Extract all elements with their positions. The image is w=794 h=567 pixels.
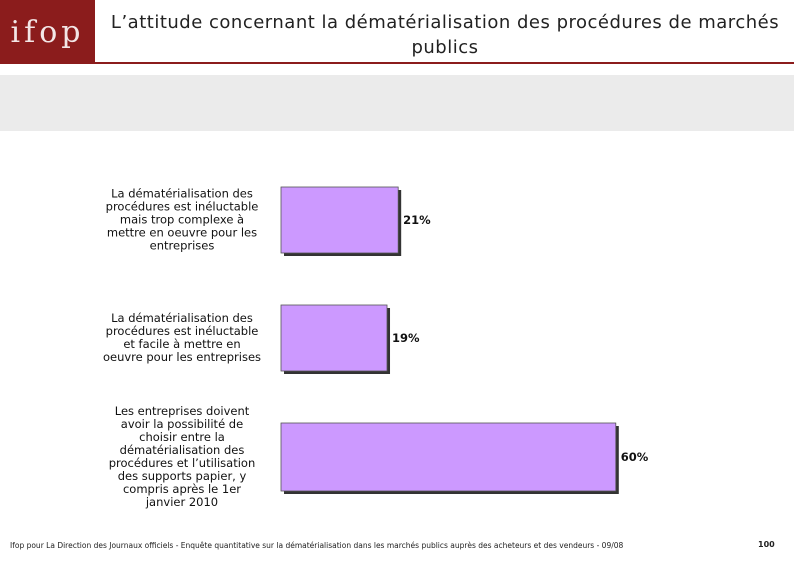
bar: [280, 304, 388, 372]
header-band: [0, 75, 794, 131]
header-rule: [95, 62, 794, 64]
category-label: La dématérialisation des procédures est …: [105, 186, 259, 253]
value-label: 21%: [403, 213, 431, 227]
logo: ifop: [0, 0, 95, 64]
bar: [280, 186, 399, 254]
category-label: Les entreprises doivent avoir la possibi…: [108, 404, 256, 509]
category-label: La dématérialisation des procédures est …: [102, 311, 262, 364]
chart-title: L’attitude concernant la dématérialisati…: [110, 12, 780, 58]
value-label: 19%: [392, 331, 420, 345]
footer-source: Ifop pour La Direction des Journaux offi…: [10, 541, 624, 550]
page-number: 100: [758, 540, 775, 549]
bar: [280, 422, 617, 492]
value-label: 60%: [620, 450, 649, 464]
